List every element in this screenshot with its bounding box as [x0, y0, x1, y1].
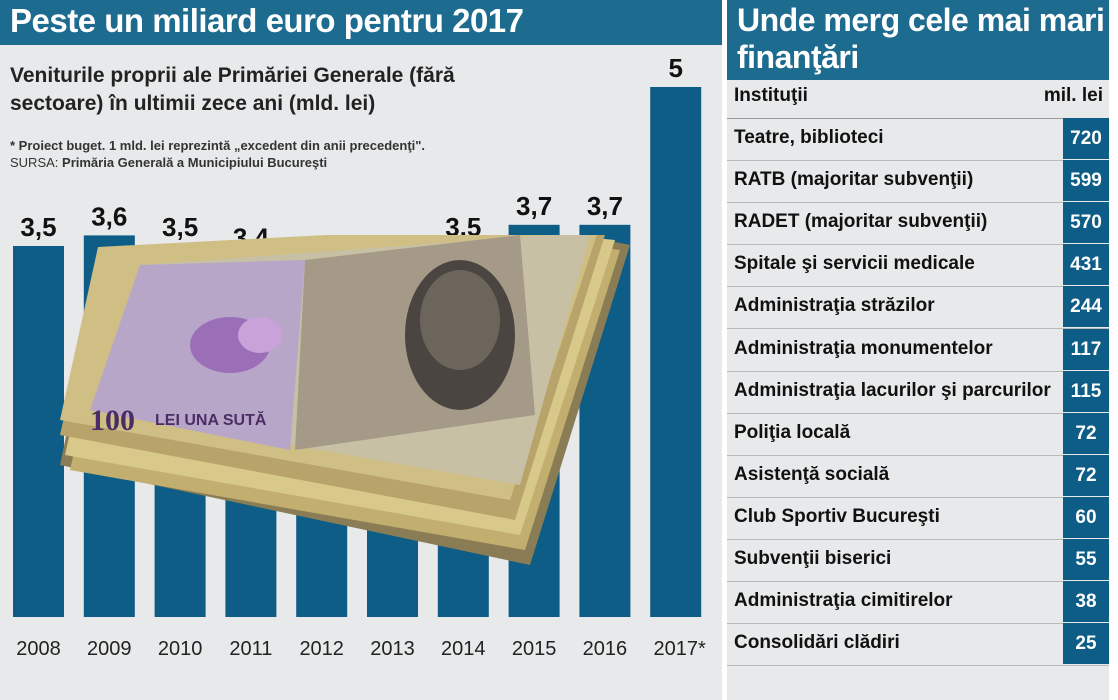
- institution-name: Subvenţii biserici: [734, 548, 892, 569]
- chart-header-title: Peste un miliard euro pentru 2017: [10, 2, 524, 39]
- column-institution: Instituţii: [734, 85, 808, 106]
- institution-value: 60: [1063, 496, 1109, 538]
- bar-value-label: 3,5: [162, 212, 198, 242]
- year-tick-label: 2012: [299, 638, 344, 660]
- bar-2008: [13, 246, 64, 617]
- institution-name: RADET (majoritar subvenţii): [734, 211, 988, 233]
- institution-value: 38: [1063, 581, 1109, 623]
- bar-value-label: 3,6: [91, 201, 127, 231]
- table-header: Unde merg cele mai mari finanţări: [727, 0, 1109, 80]
- table-header-title: Unde merg cele mai mari finanţări: [737, 2, 1105, 75]
- source-text: Primăria Generală a Municipiului Bucureş…: [62, 155, 328, 170]
- bar-value-label: 3,7: [516, 191, 552, 221]
- institution-value: 599: [1063, 160, 1109, 202]
- year-tick-label: 2016: [583, 638, 628, 660]
- source-label: SURSA:: [10, 155, 59, 170]
- year-tick-label: 2017*: [654, 638, 706, 660]
- table-row: Administraţia străzilor 244: [727, 286, 1109, 330]
- institution-name: Consolidări clădiri: [734, 632, 900, 654]
- table-row: RATB (majoritar subvenţii) 599: [727, 160, 1109, 204]
- table-row: Spitale şi servicii medicale 431: [727, 244, 1109, 288]
- institution-name: Spitale şi servicii medicale: [734, 253, 975, 275]
- institution-name: RATB (majoritar subvenţii): [734, 169, 974, 191]
- banknote-stack-illustration: 100 LEI UNA SUTĂ: [60, 235, 630, 565]
- chart-header: Peste un miliard euro pentru 2017: [0, 0, 722, 45]
- table-row: Club Sportiv Bucureşti 60: [727, 496, 1109, 540]
- table-column-headers: Instituţii mil. lei: [727, 80, 1109, 119]
- institution-name: Club Sportiv Bucureşti: [734, 505, 940, 527]
- bar-value-label: 5: [668, 53, 682, 83]
- chart-note: * Proiect buget. 1 mld. lei reprezintă „…: [10, 138, 426, 153]
- institution-value: 55: [1063, 539, 1109, 580]
- banknote-denomination: 100: [90, 404, 135, 437]
- column-value: mil. lei: [1043, 85, 1103, 106]
- chart-source: SURSA: Primăria Generală a Municipiului …: [10, 155, 327, 170]
- institution-name: Teatre, biblioteci: [734, 127, 884, 148]
- table-row: Asistenţă socială 72: [727, 454, 1109, 498]
- table-row: RADET (majoritar subvenţii) 570: [727, 202, 1109, 246]
- institution-value: 117: [1063, 328, 1109, 370]
- institution-value: 72: [1063, 454, 1109, 496]
- bar-value-label: 3,7: [587, 191, 623, 221]
- bar-2017*: [650, 87, 702, 617]
- institution-value: 25: [1063, 623, 1109, 665]
- year-tick-label: 2015: [512, 638, 557, 660]
- year-tick-label: 2013: [370, 638, 415, 660]
- chart-subtitle: Veniturile proprii ale Primăriei General…: [10, 64, 455, 115]
- financing-table: Instituţii mil. lei Teatre, biblioteci 72…: [727, 80, 1109, 700]
- year-tick-label: 2010: [158, 638, 203, 660]
- table-row: Poliţia locală 72: [727, 412, 1109, 456]
- bar-value-label: 3,5: [20, 212, 56, 242]
- institution-value: 115: [1063, 370, 1109, 412]
- table-row: Teatre, biblioteci 720: [727, 118, 1109, 161]
- table-row: Consolidări clădiri 25: [727, 623, 1109, 667]
- table-row: Administraţia cimitirelor 38: [727, 581, 1109, 625]
- institution-name: Administraţia străzilor: [734, 295, 935, 317]
- institution-value: 244: [1063, 286, 1109, 328]
- banknote-text: LEI UNA SUTĂ: [155, 410, 267, 429]
- table-row: Administraţia monumentelor 117: [727, 328, 1109, 372]
- table-row: Subvenţii biserici 55: [727, 539, 1109, 582]
- institution-name: Asistenţă socială: [734, 463, 890, 485]
- year-tick-label: 2014: [441, 638, 486, 660]
- institution-value: 720: [1063, 118, 1109, 159]
- year-tick-label: 2009: [87, 638, 132, 660]
- institution-name: Poliţia locală: [734, 421, 851, 443]
- table-row: Administraţia lacurilor şi parcurilor 115: [727, 370, 1109, 414]
- year-tick-label: 2008: [16, 638, 61, 660]
- institution-name: Administraţia cimitirelor: [734, 590, 953, 612]
- institution-value: 570: [1063, 202, 1109, 244]
- institution-name: Administraţia monumentelor: [734, 337, 993, 359]
- institution-name: Administraţia lacurilor şi parcurilor: [734, 379, 1051, 401]
- institution-value: 72: [1063, 412, 1109, 454]
- year-tick-label: 2011: [229, 638, 272, 660]
- institution-value: 431: [1063, 244, 1109, 286]
